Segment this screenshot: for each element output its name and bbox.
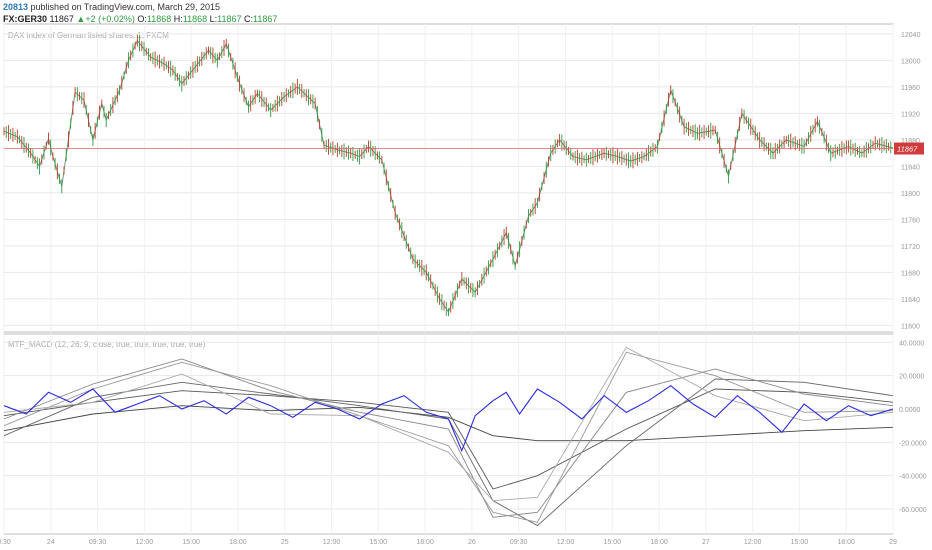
time-tick-label: 15:00 (182, 539, 200, 546)
macd-line-blue (3, 385, 894, 453)
macd-tick-label: -60.0000 (899, 507, 927, 514)
time-tick-label: 18:00 (229, 539, 247, 546)
price-tick-label: 11800 (901, 191, 920, 198)
last-price: 11867 (49, 14, 74, 24)
macd-pane-frame (3, 333, 894, 535)
macd-series-line (3, 388, 894, 490)
x-axis: 0:30 24 09:30 12:00 15:00 18:00 25 12:00 15:00 18… (0, 539, 897, 546)
macd-pane-label: MTF_MACD (12, 26, 9, close, true, true, … (8, 340, 206, 349)
macd-series-line (3, 405, 894, 442)
high-label: H: (173, 14, 183, 24)
time-tick-label: 27 (702, 539, 710, 546)
ohlc-legend: FX:GER30 11867 ▲+2 (+0.02%) O:11868 H:11… (3, 14, 277, 24)
time-tick-label: 12:00 (136, 539, 154, 546)
grid-lines (3, 24, 894, 534)
macd-series-line (3, 346, 894, 502)
price-line (3, 39, 894, 314)
price-tick-label: 11760 (901, 217, 920, 224)
low-label: L: (209, 14, 218, 24)
time-tick-label: 29 (889, 539, 897, 546)
macd-series-line (3, 351, 894, 523)
open-value: 11868 (146, 14, 172, 24)
price-tick-label: 11680 (901, 270, 920, 277)
macd-tick-label: 20.0000 (899, 374, 924, 381)
close-value: 11867 (253, 14, 278, 24)
time-tick-label: 18:00 (837, 539, 855, 546)
price-tag-label: 11867 (897, 145, 918, 154)
price-tick-label: 11960 (901, 85, 920, 92)
published-text: published on TradingView.com, March 29, … (30, 2, 220, 12)
macd-series-line (3, 358, 894, 518)
time-tick-label: 18:00 (416, 539, 434, 546)
high-value: 11868 (182, 14, 208, 24)
time-tick-label: 09:30 (89, 539, 107, 546)
chart-frame (3, 23, 894, 535)
macd-tick-label: -40.0000 (899, 474, 927, 481)
time-tick-label: 0:30 (0, 539, 11, 546)
price-tick-label: 11720 (901, 244, 920, 251)
time-tick-label: 26 (468, 539, 476, 546)
price-tick-label: 12040 (901, 32, 921, 39)
main-pane-label: DAX index of German listed shares, 1, FX… (8, 31, 169, 40)
price-tick-label: 11840 (901, 164, 920, 171)
time-tick-label: 15:00 (603, 539, 621, 546)
macd-series-line (3, 378, 894, 527)
price-tick-label: 11880 (901, 138, 920, 145)
time-tick-label: 15:00 (370, 539, 388, 546)
low-value: 11867 (217, 14, 242, 24)
y-axis: 12040 12000 11960 11920 11880 11840 11800 11760… (894, 32, 927, 514)
time-tick-label: 24 (47, 539, 55, 546)
time-tick-label: 18:00 (650, 539, 668, 546)
time-tick-label: 25 (281, 539, 289, 546)
up-arrow-icon: ▲ (76, 14, 86, 24)
close-label: C: (244, 14, 254, 24)
symbol-label[interactable]: FX:GER30 (3, 14, 48, 24)
user-id[interactable]: 20813 (3, 2, 29, 12)
publish-line: 20813 published on TradingView.com, Marc… (3, 2, 220, 12)
macd-plot (3, 346, 894, 527)
price-tag-box (894, 142, 924, 155)
open-label: O: (137, 14, 147, 24)
price-tick-label: 11920 (901, 111, 920, 118)
main-pane-frame (3, 23, 894, 333)
time-tick-label: 15:00 (791, 539, 809, 546)
macd-tick-label: -20.0000 (899, 440, 927, 447)
price-plot (3, 34, 894, 317)
time-tick-label: 12:00 (557, 539, 575, 546)
time-tick-label: 12:00 (323, 539, 341, 546)
price-tick-label: 12000 (901, 58, 921, 65)
price-tick-label: 11600 (901, 323, 920, 330)
change-value: +2 (+0.02%) (85, 14, 135, 24)
time-tick-label: 12:00 (744, 539, 762, 546)
macd-tick-label: 40.0000 (899, 340, 924, 347)
time-tick-label: 09:30 (510, 539, 528, 546)
macd-tick-label: 0.0000 (899, 407, 921, 414)
price-tick-label: 11640 (901, 297, 920, 304)
